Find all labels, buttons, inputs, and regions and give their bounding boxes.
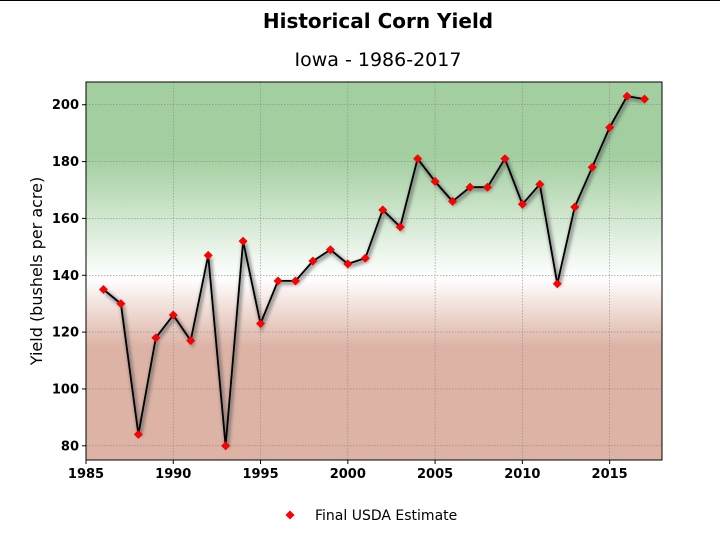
data-point (447, 196, 458, 206)
data-point (622, 91, 632, 101)
plot-background (86, 82, 662, 460)
y-tick-label: 120 (52, 326, 79, 341)
data-point (395, 222, 405, 232)
data-point (203, 250, 213, 260)
data-point (343, 259, 353, 269)
y-axis-label: Yield (bushels per acre) (27, 177, 46, 366)
series-line (102, 95, 645, 447)
data-point (605, 122, 615, 133)
data-point (273, 276, 283, 286)
x-tick-label: 2015 (592, 467, 628, 482)
legend-label: Final USDA Estimate (315, 508, 457, 524)
data-point (639, 94, 650, 104)
data-point (98, 284, 109, 295)
data-point (308, 256, 318, 266)
legend: Final USDA Estimate (285, 508, 457, 524)
data-point (360, 253, 370, 263)
data-point (151, 333, 161, 343)
data-point (430, 176, 440, 187)
data-point (116, 299, 126, 309)
data-point (238, 236, 248, 246)
data-point (186, 336, 196, 346)
top-border (0, 0, 720, 1)
data-point (133, 429, 143, 439)
y-tick-label: 100 (52, 382, 79, 397)
legend-marker (285, 510, 295, 520)
data-point (482, 182, 493, 192)
x-tick-label: 2010 (504, 467, 540, 482)
data-point (517, 199, 527, 209)
x-tick-label: 2005 (417, 467, 453, 482)
data-point (378, 205, 388, 215)
data-point (465, 182, 475, 192)
axis-ticks: 1985 1990 1995 2000 2005 2010 2015 80 100 120 140 1… (52, 98, 628, 482)
data-point (500, 154, 510, 164)
data-point (168, 310, 178, 320)
series-line-shadow (103, 95, 647, 449)
y-tick-label: 80 (61, 439, 79, 454)
chart-title: Historical Corn Yield (263, 9, 493, 33)
y-tick-label: 160 (52, 212, 79, 227)
series-layer (98, 91, 650, 451)
y-tick-label: 200 (52, 98, 79, 113)
grid-lines (85, 82, 662, 460)
x-tick-label: 1990 (155, 467, 191, 482)
y-tick-label: 180 (52, 155, 79, 170)
y-tick-label: 140 (52, 269, 79, 284)
data-point (325, 245, 335, 255)
x-tick-label: 1995 (242, 467, 278, 482)
data-point (570, 202, 580, 212)
x-tick-label: 2000 (330, 467, 366, 482)
x-tick-label: 1985 (68, 467, 104, 482)
data-point (413, 154, 423, 164)
data-point (552, 279, 562, 289)
data-point (255, 319, 266, 329)
data-point (290, 276, 301, 286)
data-point (535, 179, 545, 189)
data-point (221, 441, 231, 451)
plot-frame (85, 81, 663, 461)
chart-subtitle: Iowa - 1986-2017 (295, 49, 462, 71)
data-point (587, 162, 597, 172)
